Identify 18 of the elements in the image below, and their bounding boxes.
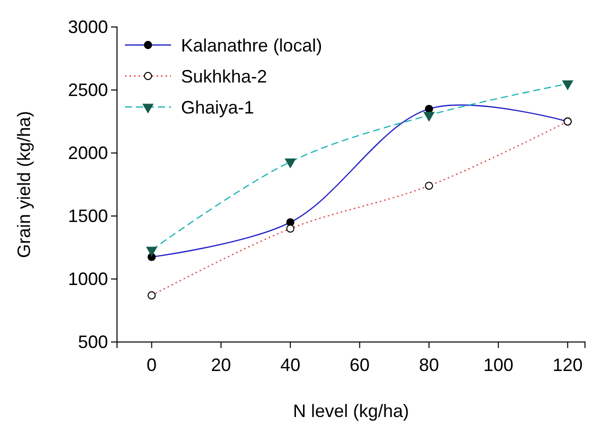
x-axis-title: N level (kg/ha) — [292, 401, 410, 421]
legend-label: Kalanathre (local) — [181, 35, 322, 56]
y-axis-title: Grain yield (kg/ha) — [14, 110, 34, 258]
x-tick-label: 20 — [210, 354, 232, 375]
x-tick-label: 80 — [418, 354, 440, 375]
legend-label: Sukhkha-2 — [181, 66, 268, 86]
x-tick-label: 0 — [146, 354, 157, 375]
x-tick-label: 100 — [483, 354, 514, 375]
legend-label: Ghaiya-1 — [181, 97, 254, 118]
y-tick-label: 2000 — [68, 142, 108, 163]
y-tick-label: 1500 — [68, 206, 108, 226]
x-tick-label: 60 — [350, 354, 370, 375]
x-tick-label: 120 — [552, 354, 583, 375]
x-tick-label: 40 — [280, 354, 300, 375]
y-tick-label: 500 — [78, 332, 108, 352]
y-tick-label: 1000 — [68, 268, 108, 289]
y-tick-label: 2500 — [68, 80, 108, 100]
y-tick-label: 3000 — [68, 16, 108, 37]
